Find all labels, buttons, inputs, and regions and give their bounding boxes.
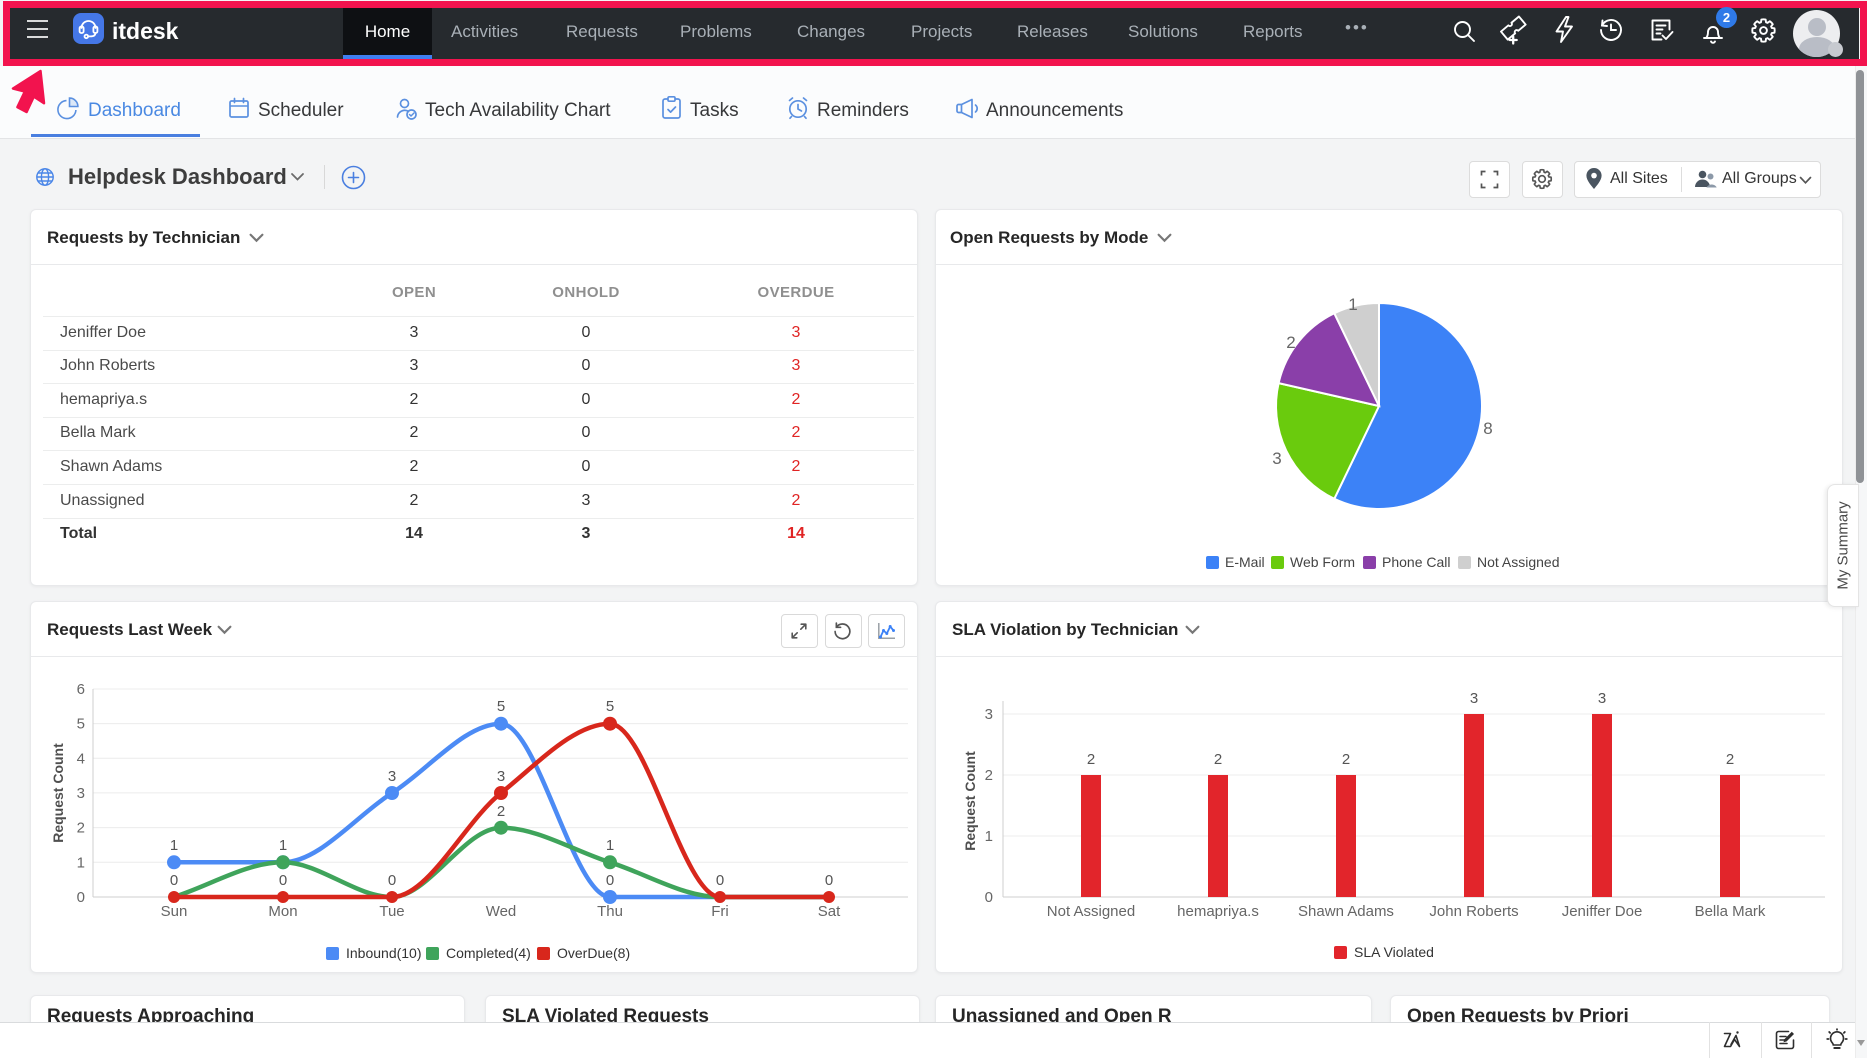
svg-text:2: 2	[1087, 751, 1095, 768]
svg-text:4: 4	[77, 750, 85, 767]
svg-text:1: 1	[985, 828, 993, 845]
svg-text:Not Assigned: Not Assigned	[1047, 903, 1135, 920]
svg-text:6: 6	[77, 681, 85, 698]
svg-text:Jeniffer Doe: Jeniffer Doe	[1562, 903, 1643, 920]
svg-text:Bella Mark: Bella Mark	[1695, 903, 1766, 920]
svg-text:5: 5	[77, 716, 85, 733]
svg-text:3: 3	[388, 768, 396, 785]
svg-text:John Roberts: John Roberts	[1429, 903, 1518, 920]
svg-text:0: 0	[716, 872, 724, 889]
svg-text:1: 1	[170, 837, 178, 854]
svg-text:Request Count: Request Count	[50, 743, 66, 843]
svg-text:5: 5	[606, 698, 614, 715]
svg-text:8: 8	[1483, 419, 1492, 438]
svg-text:Shawn Adams: Shawn Adams	[1298, 903, 1394, 920]
svg-text:3: 3	[1272, 449, 1281, 468]
svg-text:5: 5	[497, 698, 505, 715]
svg-text:0: 0	[77, 889, 85, 906]
svg-text:OverDue(8): OverDue(8)	[557, 945, 630, 961]
svg-text:SLA Violated: SLA Violated	[1354, 944, 1434, 960]
svg-text:0: 0	[985, 889, 993, 906]
svg-text:Tue: Tue	[379, 903, 404, 920]
svg-text:3: 3	[1470, 690, 1478, 707]
svg-text:0: 0	[170, 872, 178, 889]
svg-text:Not Assigned: Not Assigned	[1477, 554, 1560, 570]
svg-text:2: 2	[1726, 751, 1734, 768]
svg-text:Phone Call: Phone Call	[1382, 554, 1451, 570]
svg-text:1: 1	[77, 854, 85, 871]
svg-text:0: 0	[825, 872, 833, 889]
svg-text:2: 2	[985, 767, 993, 784]
svg-text:2: 2	[1286, 333, 1295, 352]
svg-text:0: 0	[606, 872, 614, 889]
svg-text:Sun: Sun	[161, 903, 188, 920]
svg-text:2: 2	[497, 803, 505, 820]
svg-text:3: 3	[985, 706, 993, 723]
svg-text:1: 1	[606, 837, 614, 854]
svg-text:Completed(4): Completed(4)	[446, 945, 531, 961]
svg-text:2: 2	[1214, 751, 1222, 768]
svg-text:1: 1	[1348, 295, 1357, 314]
svg-text:Fri: Fri	[711, 903, 729, 920]
svg-text:3: 3	[77, 785, 85, 802]
svg-text:hemapriya.s: hemapriya.s	[1177, 903, 1259, 920]
svg-text:0: 0	[279, 872, 287, 889]
svg-text:3: 3	[1598, 690, 1606, 707]
svg-text:2: 2	[1342, 751, 1350, 768]
svg-text:Inbound(10): Inbound(10)	[346, 945, 422, 961]
svg-text:Mon: Mon	[268, 903, 297, 920]
svg-text:0: 0	[388, 872, 396, 889]
svg-text:Wed: Wed	[486, 903, 517, 920]
svg-text:Thu: Thu	[597, 903, 623, 920]
svg-text:Sat: Sat	[818, 903, 841, 920]
svg-text:Request Count: Request Count	[962, 751, 978, 851]
svg-text:2: 2	[77, 820, 85, 837]
svg-text:3: 3	[497, 768, 505, 785]
svg-text:E-Mail: E-Mail	[1225, 554, 1265, 570]
svg-text:Web Form: Web Form	[1290, 554, 1355, 570]
svg-text:1: 1	[279, 837, 287, 854]
